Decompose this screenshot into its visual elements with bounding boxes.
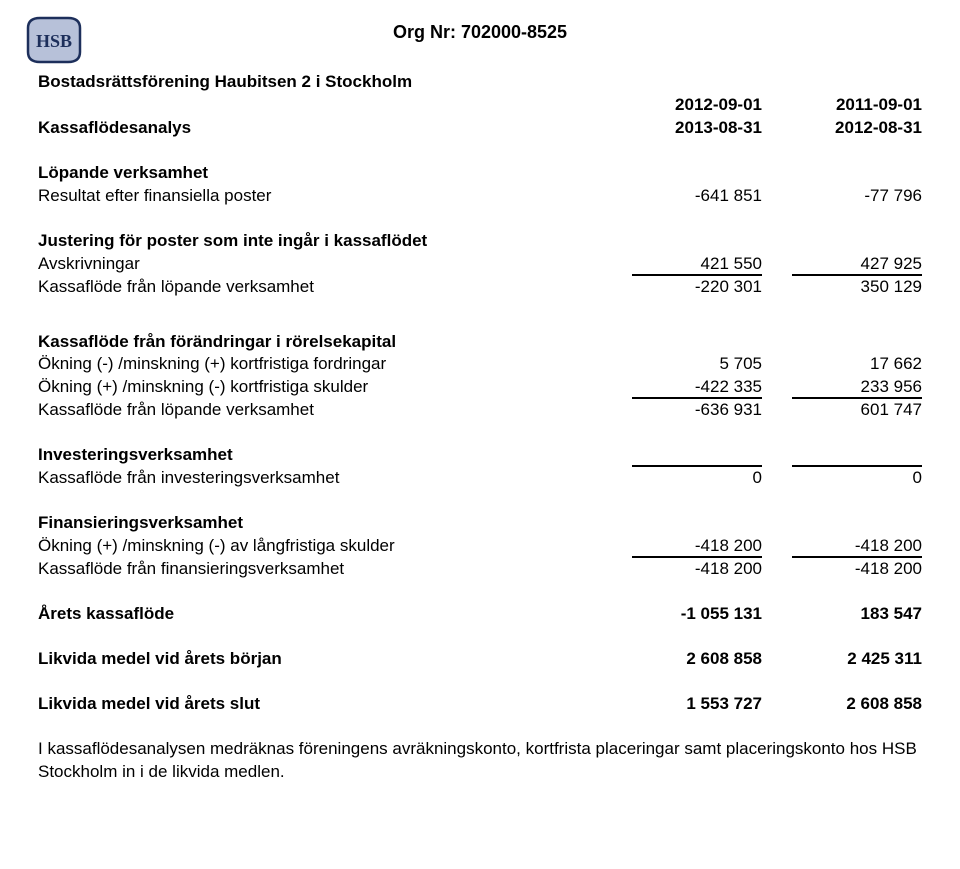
hsb-logo: HSB: [26, 16, 82, 64]
footnote: I kassaflödesanalysen medräknas förening…: [38, 738, 922, 784]
row-invest-sum: Kassaflöde från investeringsverksamhet 0…: [38, 467, 922, 490]
period-end-row: Kassaflödesanalys 2013-08-31 2012-08-31: [38, 117, 922, 140]
row-forandringar-2: Ökning (+) /minskning (-) kortfristiga s…: [38, 376, 922, 399]
section-justering-heading: Justering för poster som inte ingår i ka…: [38, 230, 922, 253]
period-start-row: 2012-09-01 2011-09-01: [38, 94, 922, 117]
row-forandringar-sum: Kassaflöde från löpande verksamhet -636 …: [38, 399, 922, 422]
row-finans-1: Ökning (+) /minskning (-) av långfristig…: [38, 535, 922, 558]
section-lopande-heading: Löpande verksamhet: [38, 162, 922, 185]
company-title: Bostadsrättsförening Haubitsen 2 i Stock…: [38, 71, 922, 94]
row-avskrivningar: Avskrivningar 421 550 427 925: [38, 253, 922, 276]
svg-text:HSB: HSB: [36, 31, 72, 51]
row-likvida-slut: Likvida medel vid årets slut 1 553 727 2…: [38, 693, 922, 716]
row-likvida-borjan: Likvida medel vid årets början 2 608 858…: [38, 648, 922, 671]
row-arets-kassaflode: Årets kassaflöde -1 055 131 183 547: [38, 603, 922, 626]
row-justering-sum: Kassaflöde från löpande verksamhet -220 …: [38, 276, 922, 299]
row-resultat: Resultat efter finansiella poster -641 8…: [38, 185, 922, 208]
org-number: Org Nr: 702000-8525: [38, 22, 922, 43]
section-finans-heading: Finansieringsverksamhet: [38, 512, 922, 535]
section-forandringar-heading: Kassaflöde från förändringar i rörelseka…: [38, 331, 922, 354]
section-invest-heading: Investeringsverksamhet: [38, 444, 922, 467]
row-forandringar-1: Ökning (-) /minskning (+) kortfristiga f…: [38, 353, 922, 376]
row-finans-sum: Kassaflöde från finansieringsverksamhet …: [38, 558, 922, 581]
